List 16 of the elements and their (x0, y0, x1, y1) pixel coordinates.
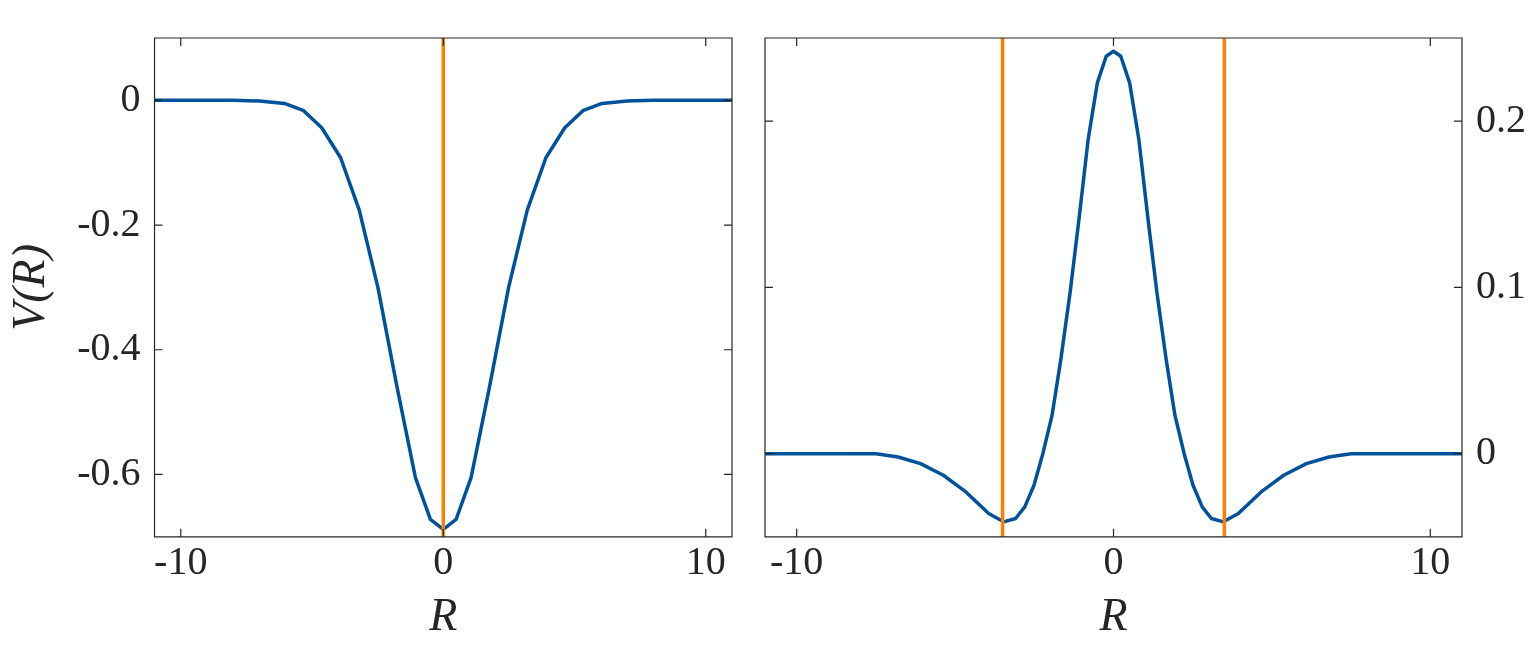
y-tick-label: -0.6 (77, 448, 141, 494)
y-axis-title: V(R) (2, 243, 54, 331)
x-tick-label: -10 (770, 538, 824, 584)
x-tick-label: 0 (1103, 538, 1124, 584)
y-tick-label: -0.2 (77, 199, 141, 245)
x-tick-label: 10 (1410, 538, 1451, 584)
x-axis-title: R (428, 589, 458, 641)
y-tick-label: -0.4 (77, 324, 141, 370)
y2-tick-label: 0 (1476, 428, 1496, 474)
y2-tick-label: 0.2 (1476, 95, 1526, 141)
x-axis-title: R (1098, 589, 1128, 641)
x-tick-label: 0 (433, 538, 454, 584)
x-tick-label: 10 (685, 538, 726, 584)
x-tick-label: -10 (154, 538, 208, 584)
y2-tick-label: 0.1 (1476, 261, 1526, 307)
y-tick-label: 0 (120, 74, 141, 120)
